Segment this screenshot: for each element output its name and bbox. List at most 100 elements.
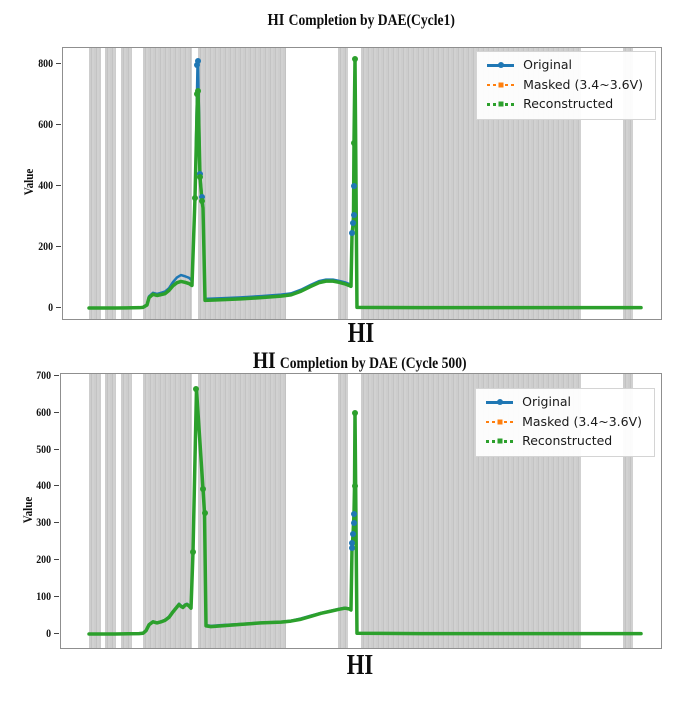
x-axis-label: HI — [346, 649, 374, 681]
original-line-swatch-icon — [486, 399, 514, 406]
y-tick-label: 200 — [0, 553, 60, 565]
masked-region-band — [198, 48, 286, 319]
data-point-marker — [350, 510, 357, 517]
masked-line-swatch-icon — [486, 419, 514, 425]
original-line-swatch-icon — [487, 62, 515, 69]
y-tick-label: 0 — [0, 301, 62, 313]
y-tick-label: 400 — [0, 479, 60, 491]
data-point-marker — [351, 483, 358, 490]
y-tick-label: 400 — [0, 179, 62, 191]
masked-region-band — [338, 374, 348, 648]
chart-title: HI Completion by DAE(Cycle1) — [62, 9, 660, 33]
data-point-marker — [350, 520, 357, 527]
masked-region-band — [89, 374, 101, 648]
y-tick-label: 100 — [0, 590, 60, 602]
tick-mark — [54, 596, 59, 598]
legend-item-masked: Masked (3.4~3.6V) — [486, 413, 642, 429]
circle-marker-icon — [497, 62, 504, 69]
x-axis-label: HI — [347, 317, 375, 349]
data-point-marker — [349, 219, 356, 226]
masked-regions-layer — [63, 48, 661, 319]
legend-label: Reconstructed — [522, 433, 613, 448]
masked-region-band — [143, 48, 192, 319]
y-tick-label: 800 — [0, 57, 62, 69]
legend-item-masked: Masked (3.4~3.6V) — [487, 76, 643, 92]
masked-region-band — [623, 48, 633, 319]
legend: Original Masked (3.4~3.6V) Reconstructed — [475, 388, 655, 457]
data-point-marker — [198, 197, 205, 204]
y-tick-label: 0 — [0, 627, 60, 639]
plot-area: Original Masked (3.4~3.6V) Reconstructed — [60, 373, 662, 649]
data-point-marker — [191, 195, 198, 202]
data-point-marker — [198, 193, 205, 200]
data-point-marker — [349, 539, 356, 546]
circle-marker-icon — [496, 399, 503, 406]
legend-label: Masked (3.4~3.6V) — [522, 413, 642, 429]
data-point-marker — [350, 140, 357, 147]
chart-title-hi: HI — [267, 10, 285, 29]
tick-mark — [56, 184, 61, 186]
data-point-marker — [200, 486, 207, 493]
masked-region-band — [104, 48, 116, 319]
legend-label: Reconstructed — [523, 96, 614, 111]
data-point-marker — [195, 57, 202, 64]
square-marker-icon — [498, 101, 504, 107]
data-point-marker — [350, 530, 357, 537]
chart-title-hi: HI — [253, 348, 276, 373]
legend: Original Masked (3.4~3.6V) Reconstructed — [476, 51, 656, 120]
chart-title-rest: Completion by DAE (Cycle 500) — [280, 355, 467, 372]
data-point-marker — [194, 62, 201, 69]
legend-label: Original — [522, 394, 572, 409]
legend-item-original: Original — [487, 57, 643, 72]
data-point-marker — [197, 170, 203, 177]
legend-label: Original — [523, 57, 573, 72]
plot-area: Original Masked (3.4~3.6V) Reconstructed — [62, 47, 662, 320]
tick-mark — [54, 411, 59, 413]
tick-mark — [56, 123, 61, 125]
chart-title: HI Completion by DAE (Cycle 500) — [60, 348, 660, 374]
legend-item-reconstructed: Reconstructed — [486, 433, 642, 448]
square-marker-icon — [497, 438, 503, 444]
legend-item-original: Original — [486, 394, 642, 409]
reconstructed-line-swatch-icon — [487, 101, 515, 107]
data-point-marker — [190, 549, 196, 556]
tick-mark — [56, 62, 61, 64]
legend-item-reconstructed: Reconstructed — [487, 96, 643, 111]
data-point-marker — [201, 510, 208, 517]
tick-mark — [54, 632, 59, 634]
masked-region-band — [338, 48, 348, 319]
legend-label: Masked (3.4~3.6V) — [523, 76, 643, 92]
square-marker-icon — [498, 82, 504, 88]
data-point-marker — [349, 545, 355, 552]
chart-hi-completion-cycle1: HI Completion by DAE(Cycle1) Value 0 200 40… — [0, 0, 685, 352]
y-tick-label: 300 — [0, 516, 60, 528]
masked-line-swatch-icon — [487, 82, 515, 88]
tick-mark — [54, 559, 59, 561]
data-point-marker — [352, 409, 358, 416]
tick-mark — [54, 374, 59, 376]
tick-mark — [54, 485, 59, 487]
tick-mark — [56, 245, 61, 247]
chart-title-rest: Completion by DAE(Cycle1) — [288, 12, 455, 29]
data-point-marker — [350, 182, 357, 189]
y-tick-label: 600 — [0, 118, 62, 130]
data-point-marker — [193, 386, 200, 393]
data-point-marker — [197, 174, 203, 181]
y-tick-label: 500 — [0, 443, 60, 455]
square-marker-icon — [497, 419, 503, 425]
masked-region-band — [104, 374, 116, 648]
data-point-marker — [194, 91, 201, 98]
tick-mark — [56, 307, 61, 308]
masked-region-band — [89, 48, 101, 319]
data-point-marker — [352, 55, 358, 62]
masked-region-band — [623, 374, 633, 648]
data-point-marker — [350, 211, 357, 218]
y-axis-ticks: 0 100 200 300 400 500 600 700 — [0, 369, 60, 647]
tick-mark — [54, 448, 59, 450]
masked-region-band — [197, 374, 286, 648]
tick-mark — [54, 522, 59, 524]
y-tick-label: 700 — [0, 369, 60, 381]
data-point-marker — [349, 230, 355, 237]
y-tick-label: 600 — [0, 406, 60, 418]
masked-region-band — [143, 374, 192, 648]
